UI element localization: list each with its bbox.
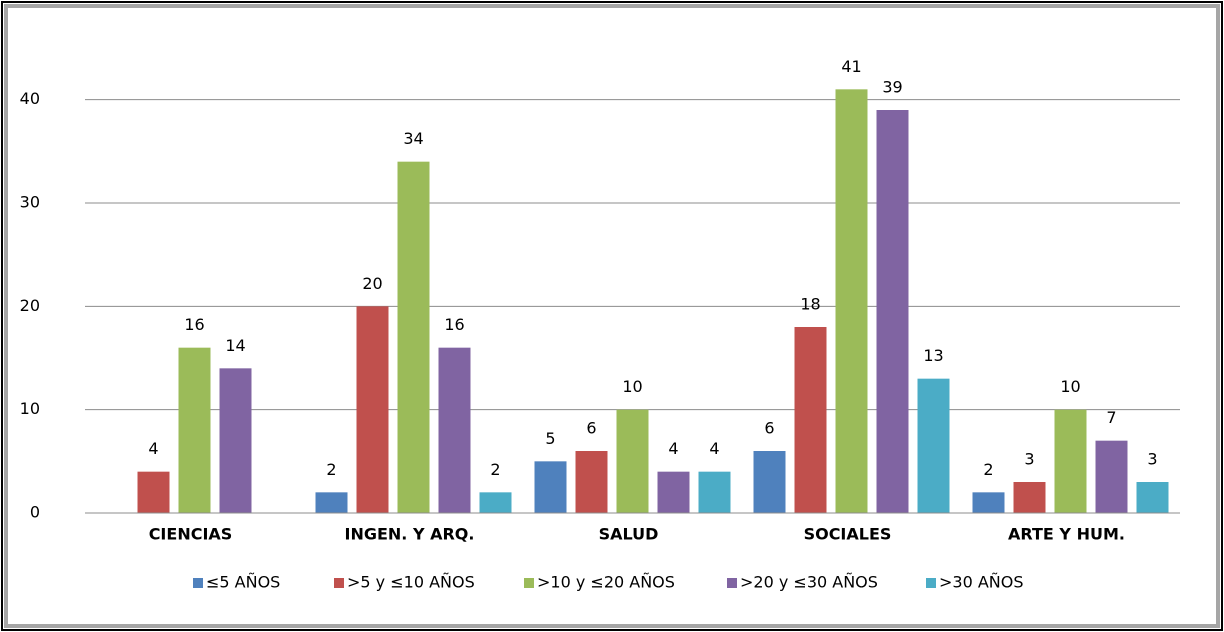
data-label: 3 (1147, 450, 1157, 469)
y-tick-label: 40 (20, 89, 40, 108)
bar (1013, 482, 1046, 513)
x-tick-label: CIENCIAS (149, 525, 233, 544)
data-label: 4 (709, 439, 719, 458)
data-label: 10 (622, 377, 642, 396)
data-label: 34 (403, 129, 423, 148)
data-label: 16 (444, 315, 464, 334)
data-label: 10 (1060, 377, 1080, 396)
bar (575, 451, 608, 513)
x-tick-label: SALUD (599, 525, 659, 544)
bar (794, 327, 827, 513)
legend-label: ≤5 AÑOS (206, 573, 280, 592)
data-label: 14 (225, 336, 245, 355)
legend-swatch (334, 578, 344, 588)
x-tick-label: ARTE Y HUM. (1008, 525, 1125, 544)
data-label: 13 (923, 346, 943, 365)
data-label: 6 (764, 419, 774, 438)
legend-swatch (926, 578, 936, 588)
y-tick-label: 10 (20, 399, 40, 418)
legend-label: >20 y ≤30 AÑOS (740, 573, 878, 592)
bar (178, 347, 211, 513)
bar (356, 306, 389, 513)
bar (835, 89, 868, 513)
bar (1095, 440, 1128, 513)
data-label: 2 (490, 460, 500, 479)
bar (1054, 409, 1087, 513)
bar (219, 368, 252, 513)
bar (397, 161, 430, 513)
legend-swatch (524, 578, 534, 588)
bar (972, 492, 1005, 513)
legend-swatch (193, 578, 203, 588)
data-label: 6 (586, 419, 596, 438)
data-label: 2 (326, 460, 336, 479)
y-tick-label: 0 (30, 503, 40, 522)
data-label: 4 (668, 439, 678, 458)
bar (753, 451, 786, 513)
y-tick-label: 20 (20, 296, 40, 315)
data-label: 20 (362, 274, 382, 293)
bar (1136, 482, 1169, 513)
data-label: 5 (545, 429, 555, 448)
bar (616, 409, 649, 513)
bar (315, 492, 348, 513)
legend-label: >10 y ≤20 AÑOS (537, 573, 675, 592)
data-label: 2 (983, 460, 993, 479)
x-tick-label: SOCIALES (804, 525, 892, 544)
bar (876, 110, 909, 513)
bar (917, 378, 950, 513)
data-label: 7 (1106, 408, 1116, 427)
y-tick-label: 30 (20, 193, 40, 212)
legend-label: >30 AÑOS (939, 573, 1024, 592)
bar (657, 471, 690, 513)
frame (4, 4, 1220, 628)
bar (479, 492, 512, 513)
data-label: 4 (148, 439, 158, 458)
legend-label: >5 y ≤10 AÑOS (347, 573, 475, 592)
x-tick-label: INGEN. Y ARQ. (345, 525, 475, 544)
bar (137, 471, 170, 513)
bar (438, 347, 471, 513)
data-label: 39 (882, 78, 902, 97)
data-label: 3 (1024, 450, 1034, 469)
data-label: 16 (184, 315, 204, 334)
data-label: 41 (841, 57, 861, 76)
legend-swatch (727, 578, 737, 588)
bar (698, 471, 731, 513)
bar (534, 461, 567, 513)
data-label: 18 (800, 295, 820, 314)
